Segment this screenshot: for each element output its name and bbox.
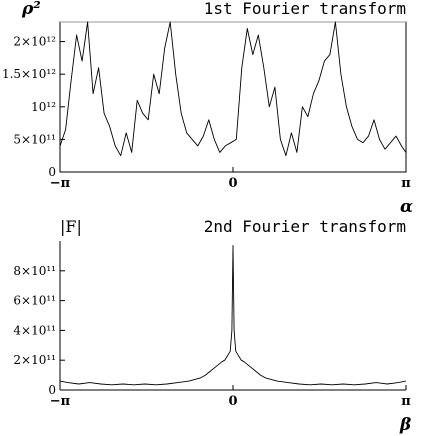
y-tick-label: 2×10¹² <box>13 35 56 49</box>
x-tick-label: 0 <box>228 394 237 409</box>
x-tick-label: −π <box>50 176 71 191</box>
x-tick-label: π <box>401 394 411 409</box>
x-tick-label: −π <box>50 394 71 409</box>
y-tick-label: 4×10¹¹ <box>13 323 56 337</box>
chart-title-second: 2nd Fourier transform <box>204 217 406 236</box>
y-tick-label: 6×10¹¹ <box>13 294 56 308</box>
y-axis-label-rho-squared: ρ² <box>21 0 41 19</box>
plot-frame <box>59 21 407 173</box>
y-tick-label: 5×10¹¹ <box>13 132 56 146</box>
y-tick-label: 10¹² <box>31 100 56 114</box>
y-axis-label-abs-f: |F| <box>60 217 82 236</box>
panel-second-transform: |F| 2nd Fourier transform β 0 2×10¹¹ 4×10¹… <box>13 217 411 435</box>
series-line <box>60 245 406 386</box>
x-axis-label-alpha: α <box>400 197 413 217</box>
y-tick-label: 2×10¹¹ <box>13 353 56 367</box>
x-tick-label: 0 <box>228 176 237 191</box>
series-line <box>59 21 407 157</box>
y-tick-label: 0 <box>48 165 56 179</box>
y-tick-label: 1.5×10¹² <box>2 67 56 81</box>
panel-first-transform: ρ² 1st Fourier transform α 0 5×10¹¹ 10¹² 1.… <box>2 0 413 217</box>
x-axis-label-beta: β <box>399 415 411 435</box>
y-tick-label: 0 <box>48 383 56 397</box>
x-tick-label: π <box>401 176 411 191</box>
y-tick-label: 8×10¹¹ <box>13 264 56 278</box>
chart-title-first: 1st Fourier transform <box>204 0 406 18</box>
